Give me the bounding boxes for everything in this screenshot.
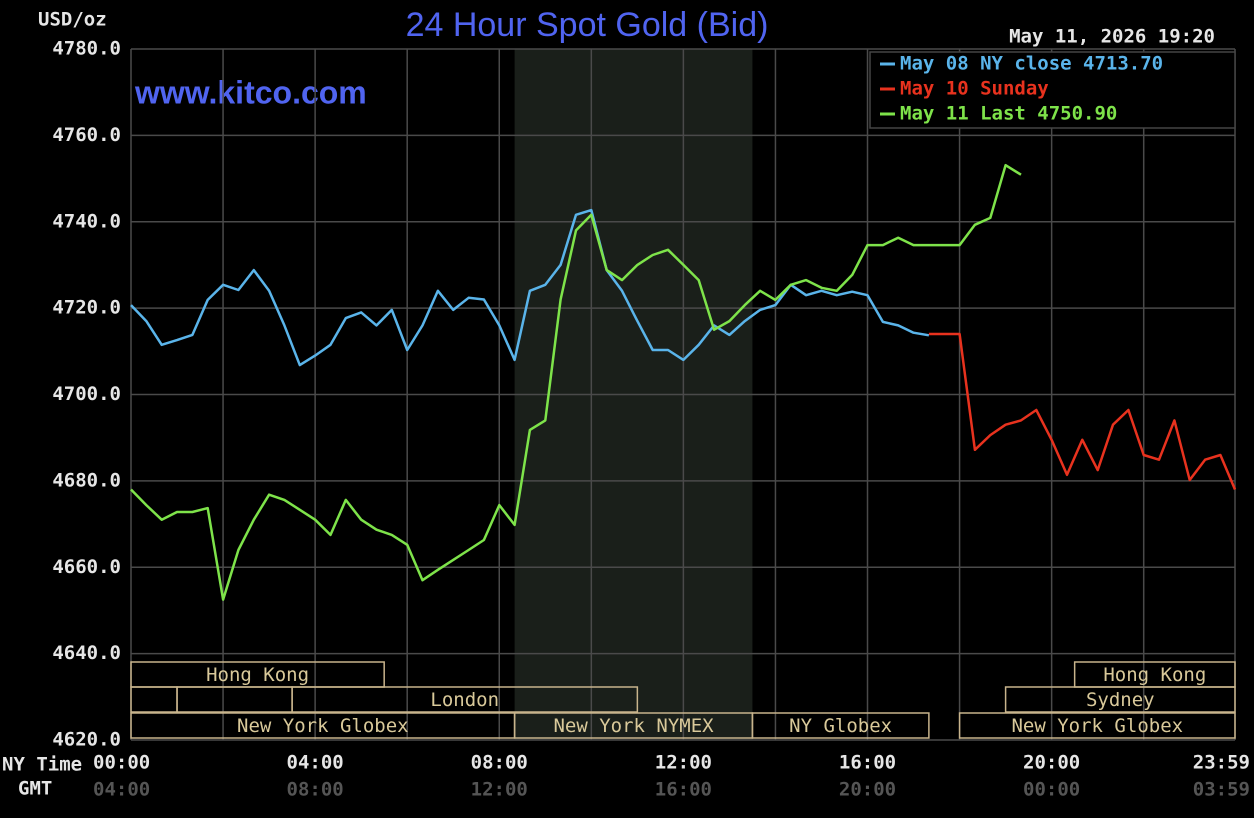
y-tick-label: 4780.0 bbox=[52, 38, 121, 60]
series-line bbox=[928, 332, 1237, 490]
session-label: NY Globex bbox=[789, 715, 892, 737]
session-box bbox=[291, 686, 639, 713]
x-tick-label: 08:00 bbox=[471, 752, 528, 774]
y-tick-label: 4700.0 bbox=[52, 383, 121, 405]
x2-tick-label: 20:00 bbox=[839, 779, 896, 801]
series-line bbox=[130, 163, 1022, 601]
y-tick-label: 4680.0 bbox=[52, 469, 121, 491]
y-tick-label: 4620.0 bbox=[52, 729, 121, 751]
legend-label: May 11 Last 4750.90 bbox=[900, 103, 1117, 125]
legend-label: May 10 Sunday bbox=[900, 78, 1049, 100]
session-label: New York NYMEX bbox=[553, 715, 714, 737]
y-axis-label: USD/oz bbox=[38, 9, 107, 31]
x2-tick-label: 00:00 bbox=[1023, 779, 1080, 801]
x2-tick-label: 16:00 bbox=[655, 779, 712, 801]
x2-tick-label: 08:00 bbox=[287, 779, 344, 801]
y-tick-label: 4740.0 bbox=[52, 210, 121, 232]
session-label: Hong Kong bbox=[1103, 664, 1206, 686]
x-tick-label: 16:00 bbox=[839, 752, 896, 774]
legend-box bbox=[869, 51, 1236, 129]
x-tick-label: 23:59 bbox=[1193, 752, 1250, 774]
watermark: www.kitco.com bbox=[134, 74, 367, 110]
x2-tick-label: 12:00 bbox=[471, 779, 528, 801]
x-tick-label: 20:00 bbox=[1023, 752, 1080, 774]
legend-label: May 08 NY close 4713.70 bbox=[900, 53, 1163, 75]
session-label: Hong Kong bbox=[206, 664, 309, 686]
chart-title: 24 Hour Spot Gold (Bid) bbox=[406, 6, 769, 44]
y-tick-label: 4660.0 bbox=[52, 556, 121, 578]
y-tick-label: 4720.0 bbox=[52, 297, 121, 319]
session-box bbox=[958, 712, 1236, 739]
session-label: Sydney bbox=[1086, 689, 1155, 711]
session-label: New York Globex bbox=[1011, 715, 1183, 737]
y-tick-label: 4760.0 bbox=[52, 124, 121, 146]
x-tick-label: 12:00 bbox=[655, 752, 712, 774]
x2-row-label: GMT bbox=[18, 778, 52, 800]
session-box bbox=[1004, 686, 1236, 713]
session-box bbox=[751, 712, 930, 739]
series-line bbox=[130, 208, 930, 367]
x-tick-label: 04:00 bbox=[287, 752, 344, 774]
x-tick-label: 00:00 bbox=[93, 752, 150, 774]
session-label: London bbox=[430, 689, 499, 711]
session-label: New York Globex bbox=[237, 715, 409, 737]
x2-tick-label: 04:00 bbox=[93, 779, 150, 801]
x-row-label: NY Time bbox=[2, 754, 82, 776]
timestamp: May 11, 2026 19:20 bbox=[1009, 26, 1215, 48]
y-tick-label: 4640.0 bbox=[52, 642, 121, 664]
x2-tick-label: 03:59 bbox=[1193, 779, 1250, 801]
